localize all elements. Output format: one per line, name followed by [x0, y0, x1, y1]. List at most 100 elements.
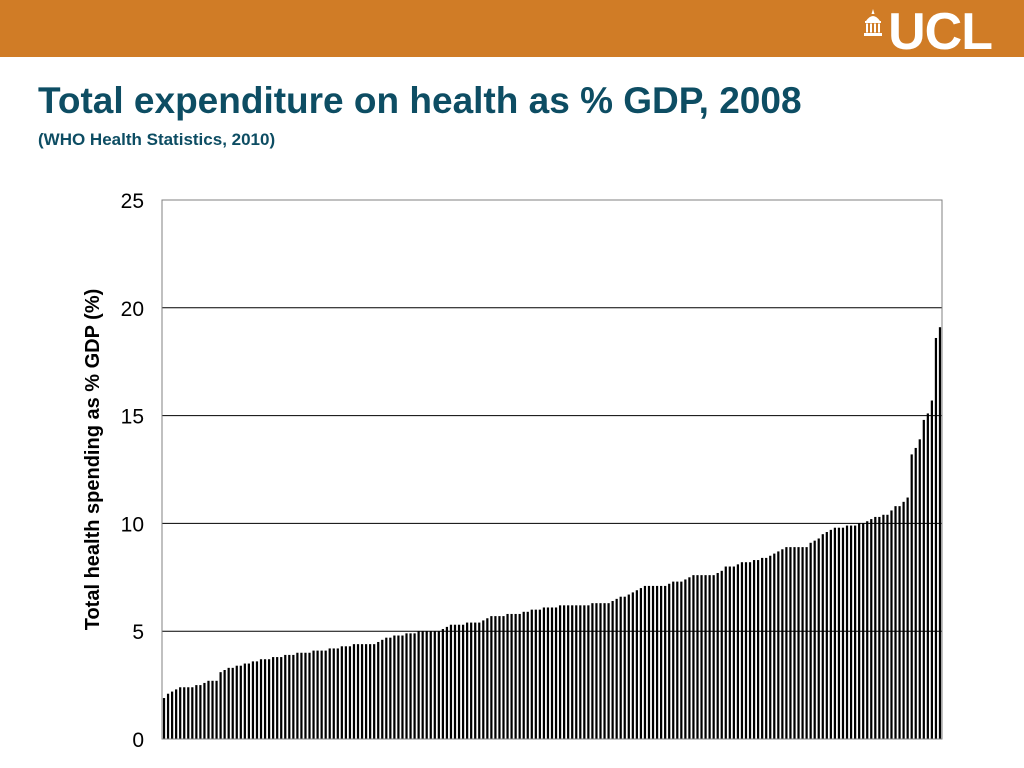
bar: [506, 613, 509, 739]
bar: [401, 635, 404, 739]
bar: [801, 547, 804, 739]
bar: [817, 538, 820, 739]
bar: [502, 616, 505, 739]
bar: [183, 687, 186, 739]
bar: [482, 620, 485, 739]
bar: [235, 665, 238, 739]
bar: [858, 523, 861, 739]
bar: [813, 540, 816, 739]
bar: [862, 523, 865, 739]
bar: [571, 605, 574, 739]
y-tick-label: 15: [121, 406, 144, 429]
bar: [676, 581, 679, 739]
bar: [320, 650, 323, 739]
bar: [922, 419, 925, 739]
ucl-logo: UCL: [862, 6, 993, 58]
bar: [490, 616, 493, 739]
bar: [761, 557, 764, 739]
bar: [575, 605, 578, 739]
bar: [655, 585, 659, 739]
bar: [421, 631, 424, 739]
bar: [518, 613, 521, 739]
bar: [227, 667, 230, 739]
bar: [284, 654, 287, 739]
bar: [276, 657, 279, 739]
bar: [409, 633, 412, 739]
bar: [595, 603, 598, 739]
bar: [175, 689, 178, 739]
bar: [599, 603, 602, 739]
bar: [668, 583, 671, 739]
bar: [829, 529, 832, 739]
bar: [405, 633, 408, 739]
bar: [377, 641, 380, 739]
bar: [328, 648, 331, 739]
bar: [550, 607, 554, 739]
bar: [615, 598, 618, 739]
bar: [179, 687, 182, 739]
bar: [684, 579, 687, 739]
bar: [631, 592, 634, 739]
bar: [660, 585, 663, 739]
y-tick-label: 25: [121, 190, 144, 213]
bar: [199, 685, 202, 739]
bar: [643, 585, 647, 739]
bar: [429, 631, 432, 739]
bar: [849, 525, 853, 739]
bar: [542, 607, 546, 739]
bar: [486, 618, 489, 739]
bar: [587, 605, 590, 739]
plot-frame: [161, 199, 943, 740]
bar: [166, 693, 170, 739]
bar: [752, 560, 756, 739]
bar: [781, 549, 784, 739]
bar: [651, 585, 655, 739]
bar: [413, 633, 416, 739]
bar: [882, 514, 885, 739]
bar: [773, 553, 776, 739]
bar: [894, 506, 897, 739]
bar: [554, 607, 558, 739]
bar: [494, 616, 497, 739]
bar: [647, 585, 651, 739]
bar: [466, 622, 469, 739]
bar: [732, 566, 735, 739]
y-tick-labels: 0 5 10 15 20 25: [121, 190, 144, 752]
bar: [296, 652, 299, 739]
bar: [930, 400, 933, 739]
bar: [583, 605, 586, 739]
bar: [680, 581, 683, 739]
bar: [280, 657, 283, 739]
bar: [854, 525, 857, 739]
bar: [841, 527, 845, 739]
y-tick-label: 20: [121, 298, 144, 321]
bar: [845, 525, 849, 739]
bar: [288, 654, 291, 739]
bar: [381, 639, 384, 739]
bar: [393, 635, 396, 739]
bar: [316, 650, 319, 739]
bar: [195, 685, 198, 739]
bar: [769, 555, 772, 739]
bar: [926, 413, 929, 739]
bar: [449, 624, 453, 739]
bar: [744, 562, 748, 739]
bar: [304, 652, 307, 739]
bar: [267, 659, 271, 739]
bar: [187, 687, 190, 739]
bar: [720, 570, 723, 739]
bar: [332, 648, 335, 739]
bar: [639, 588, 643, 739]
bar: [215, 680, 218, 739]
bar: [736, 564, 740, 739]
bar: [797, 547, 800, 739]
bar: [627, 594, 630, 739]
y-tick-label: 5: [132, 621, 144, 644]
bar: [461, 624, 465, 739]
bar: [708, 575, 711, 739]
bar: [470, 622, 473, 739]
bars: [162, 327, 942, 739]
bar: [785, 547, 788, 739]
bar: [239, 665, 242, 739]
bar: [437, 631, 440, 739]
